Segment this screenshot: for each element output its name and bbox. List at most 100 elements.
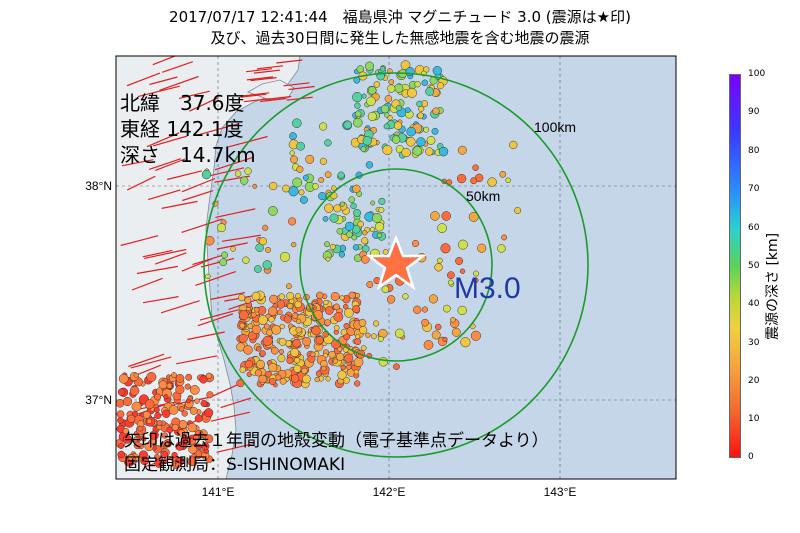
earthquake-point: [470, 330, 481, 341]
displacement-arrow: [256, 65, 284, 70]
earthquake-point: [376, 232, 383, 239]
earthquake-point: [199, 375, 208, 384]
earthquake-point: [279, 377, 287, 385]
earthquake-point: [289, 132, 297, 140]
earthquake-point: [234, 170, 242, 177]
earthquake-point: [255, 243, 264, 252]
ring-100km: [203, 72, 589, 458]
earthquake-point: [333, 303, 340, 311]
earthquake-point: [394, 328, 405, 339]
earthquake-point: [286, 356, 294, 364]
earthquake-point: [185, 373, 193, 381]
earthquake-point: [333, 312, 344, 322]
earthquake-point: [362, 230, 368, 236]
earthquake-point: [343, 322, 350, 330]
earthquake-point: [316, 291, 324, 299]
earthquake-point: [154, 393, 162, 401]
earthquake-point: [242, 256, 250, 264]
earthquake-point: [366, 281, 374, 288]
displacement-arrow: [288, 85, 315, 91]
earthquake-point: [353, 117, 363, 128]
earthquake-point: [432, 107, 440, 115]
earthquake-point: [425, 87, 435, 96]
earthquake-point: [451, 327, 461, 337]
colorbar-tick: 40: [748, 299, 760, 309]
earthquake-point: [431, 127, 439, 135]
earthquake-point: [283, 315, 292, 324]
earthquake-point: [204, 434, 214, 443]
earthquake-point: [472, 164, 479, 171]
earthquake-point: [189, 406, 198, 415]
earthquake-point: [383, 123, 390, 130]
colorbar-tick: 80: [748, 146, 760, 156]
displacement-arrow: [181, 257, 214, 272]
earthquake-point: [432, 66, 442, 76]
earthquake-point: [117, 388, 126, 396]
earthquake-point: [258, 315, 268, 325]
earthquake-point: [262, 335, 273, 346]
earthquake-point: [460, 337, 471, 348]
earthquake-point: [348, 291, 356, 299]
displacement-arrow: [161, 200, 198, 209]
earthquake-point: [221, 251, 229, 259]
earthquake-point: [219, 258, 228, 267]
earthquake-point: [428, 294, 438, 304]
earthquake-point: [146, 418, 152, 424]
earthquake-point: [499, 170, 507, 178]
earthquake-point: [331, 185, 337, 191]
crustal-displacement-arrows: [120, 56, 315, 468]
earthquake-point: [251, 312, 257, 318]
earthquake-point: [384, 95, 393, 103]
earthquake-point: [423, 340, 434, 350]
displacement-arrow: [142, 296, 179, 304]
earthquake-point: [194, 398, 200, 404]
earthquake-point: [447, 271, 455, 280]
displacement-arrow: [152, 56, 177, 66]
lon-label-141: 141°E: [202, 485, 235, 499]
lon-label-143: 143°E: [544, 485, 577, 499]
earthquake-point: [314, 376, 320, 383]
earthquake-point: [350, 202, 357, 210]
earthquake-point: [185, 398, 191, 404]
earthquake-point: [162, 409, 171, 418]
earthquake-point: [426, 136, 436, 145]
earthquake-point: [324, 241, 330, 248]
earthquake-point: [292, 338, 301, 348]
earthquake-point: [388, 79, 395, 85]
earthquake-point: [181, 435, 190, 444]
earthquake-point: [440, 243, 451, 254]
earthquake-point: [378, 207, 385, 213]
earthquake-point: [256, 359, 265, 369]
displacement-arrow: [166, 170, 203, 181]
earthquake-point: [117, 417, 124, 424]
earthquake-point: [189, 385, 200, 395]
earthquake-point: [296, 165, 304, 173]
earthquake-point: [133, 372, 139, 378]
earthquake-point: [411, 239, 420, 248]
earthquake-point: [354, 380, 361, 387]
earthquake-point: [339, 295, 345, 301]
longitude-info: 東経 142.1度: [120, 117, 244, 141]
earthquake-point: [387, 84, 396, 93]
earthquake-point: [171, 372, 177, 379]
earthquake-point: [362, 136, 372, 146]
earthquake-point: [271, 324, 282, 335]
earthquake-point: [160, 450, 168, 459]
earthquake-point: [178, 406, 185, 412]
earthquake-point: [149, 430, 159, 440]
displacement-arrow: [159, 75, 199, 91]
earthquake-point: [295, 326, 303, 334]
earthquake-point: [421, 306, 428, 313]
earthquake-point: [247, 323, 254, 330]
earthquake-point: [201, 442, 210, 451]
displacement-arrow: [221, 234, 261, 242]
earthquake-point: [436, 82, 444, 90]
earthquake-point: [361, 255, 370, 264]
earthquake-point: [206, 391, 214, 399]
displacement-arrow: [160, 300, 200, 314]
earthquake-point: [418, 105, 425, 112]
earthquake-point: [122, 434, 132, 444]
earthquake-point: [253, 306, 260, 313]
earthquake-point: [353, 208, 362, 217]
displacement-arrow: [199, 309, 239, 321]
